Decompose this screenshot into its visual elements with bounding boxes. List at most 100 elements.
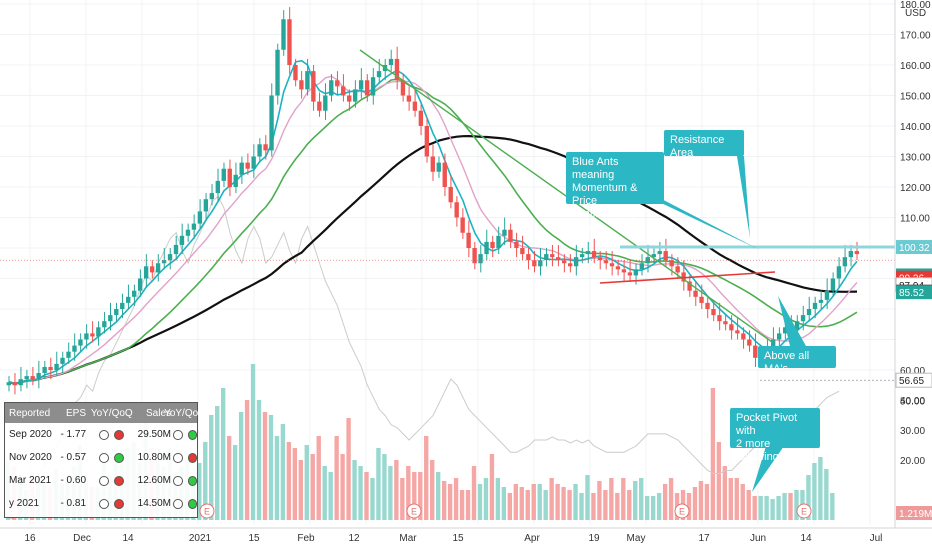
volume-bar — [609, 478, 614, 520]
volume-bar — [286, 442, 292, 520]
candle-body — [466, 232, 471, 248]
candle-body — [84, 333, 89, 340]
time-axis: 16 Dec 14 2021 15 Feb 12 Mar 15 Apr 19 May 17 Jun 14 Ju… — [0, 527, 932, 550]
time-tick-label: Apr — [524, 533, 540, 544]
time-tick-label: May — [627, 533, 646, 544]
volume-bar — [507, 493, 513, 520]
volume-bar — [788, 493, 793, 520]
candle-body — [406, 95, 412, 102]
candle-body — [179, 235, 185, 245]
row-sales-dots — [173, 498, 198, 509]
candle-body — [567, 263, 573, 267]
candle-body — [376, 71, 382, 78]
earnings-marker — [796, 503, 812, 519]
candle-body — [263, 144, 268, 151]
time-tick-label: 15 — [248, 533, 260, 544]
volume-bar — [441, 481, 447, 520]
candle-body — [550, 254, 555, 258]
time-tick-label: 12 — [348, 533, 360, 544]
status-dot — [173, 429, 183, 440]
volume-bar — [531, 484, 536, 520]
candle-body — [12, 382, 17, 386]
candle-body — [699, 296, 704, 303]
candle-body — [448, 187, 453, 203]
candle-body — [800, 315, 806, 322]
annotation-text: Pocket Pivot with — [736, 412, 798, 437]
candle-body — [239, 162, 244, 175]
volume-tick-label: 40.00 — [900, 396, 925, 407]
volume-bar — [740, 484, 745, 520]
price-tick-label: 110.00 — [900, 214, 930, 225]
candle-body — [741, 333, 746, 340]
volume-bar — [262, 412, 268, 520]
candle-body — [645, 257, 650, 264]
candle-body — [496, 235, 501, 248]
time-tick-label: Jul — [870, 533, 883, 544]
volume-bar — [477, 484, 483, 520]
table-row: Nov 2020 - 0.57 10.80M — [5, 446, 198, 469]
row-eps-dots — [90, 429, 133, 440]
volume-bar — [322, 466, 327, 520]
volume-bar — [394, 460, 399, 520]
candle-body — [347, 95, 352, 102]
candle-body — [633, 269, 639, 276]
candle-body — [287, 19, 292, 65]
time-tick-label: 16 — [24, 533, 36, 544]
price-tag — [896, 506, 932, 520]
volume-bar — [232, 445, 238, 520]
candle-body — [526, 254, 531, 261]
table-row: Mar 2021 - 0.60 12.60M — [5, 469, 198, 492]
volume-bar — [692, 487, 698, 520]
volume-bar — [525, 490, 530, 520]
volume-bar — [382, 454, 387, 520]
time-tick-label: 19 — [588, 533, 600, 544]
volume-bar — [549, 478, 554, 520]
volume-bar — [406, 466, 411, 520]
earnings-marker-label: E — [411, 507, 417, 517]
callout-pointer — [648, 192, 760, 250]
volume-bar — [627, 490, 632, 520]
candles — [6, 7, 859, 395]
time-tick-label: 17 — [698, 533, 710, 544]
row-sales: 10.80M — [137, 452, 172, 463]
time-tick-label: 14 — [800, 533, 812, 544]
volume-bar — [310, 454, 315, 520]
volume-bar — [346, 418, 351, 520]
currency-label: USD — [905, 8, 926, 19]
volume-bar — [728, 478, 733, 520]
candle-body — [108, 315, 113, 322]
volume-bar — [621, 478, 626, 520]
volume-bar — [818, 457, 823, 520]
candle-body — [221, 168, 226, 181]
price-tick-label: 150.00 — [900, 92, 931, 103]
candle-body — [173, 244, 179, 255]
price-tick-label: 130.00 — [900, 153, 931, 164]
volume-bar — [197, 463, 202, 520]
annotation-blue-ants: Blue Ants meaning Momentum & Price confi… — [566, 152, 664, 233]
volume-bar — [704, 484, 710, 520]
candle-body — [472, 248, 477, 264]
candle-body — [335, 80, 340, 87]
time-tick-label: Feb — [297, 533, 315, 544]
header-sales: Sales — [146, 407, 172, 419]
candle-body — [657, 251, 662, 255]
candle-body — [579, 254, 585, 258]
price-tick-label: 180.00 — [900, 0, 931, 11]
candle-body — [591, 251, 597, 258]
annotation-resistance-area: Resistance Area — [664, 130, 744, 159]
time-tick-label: 15 — [452, 533, 464, 544]
candle-body — [245, 162, 250, 169]
status-dot — [173, 498, 183, 509]
candle-body — [30, 376, 35, 380]
volume-bar — [220, 388, 226, 520]
candle-body — [281, 19, 286, 50]
candle-body — [669, 260, 674, 267]
candle-body — [723, 321, 728, 325]
axis-background — [0, 528, 932, 550]
status-dot — [187, 429, 198, 440]
volume-bar — [226, 436, 232, 520]
volume-bar — [519, 487, 524, 520]
annotation-text: Blue Ants meaning — [572, 156, 619, 181]
candle-body — [48, 366, 53, 370]
